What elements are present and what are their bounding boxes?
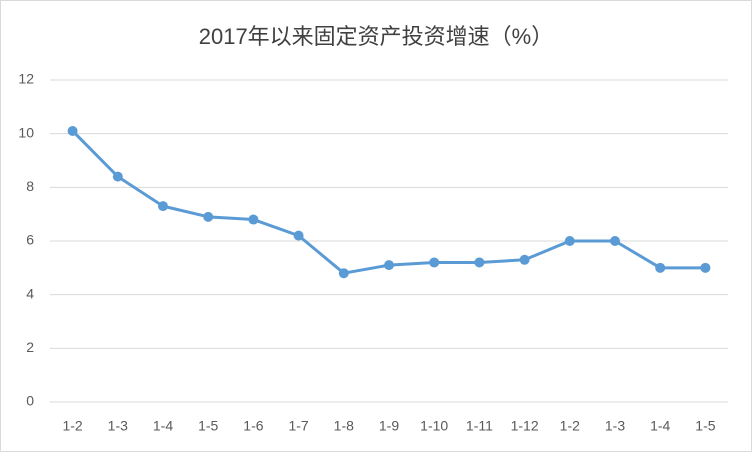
chart-title: 2017年以来固定资产投资增速（%） [199,24,554,49]
data-point [610,236,620,246]
y-tick-label: 0 [26,393,34,409]
y-tick-label: 6 [26,232,34,248]
x-tick-label: 1-12 [511,418,539,434]
data-point [519,254,530,265]
x-tick-label: 1-8 [334,418,354,434]
x-tick-label: 1-4 [650,418,670,434]
x-tick-label: 1-4 [153,418,173,434]
data-point [384,260,394,271]
data-point [293,230,304,241]
data-point [429,257,440,268]
data-point [158,201,168,212]
x-tick-label: 1-3 [108,418,128,434]
x-tick-label: 1-2 [62,418,82,434]
y-tick-label: 8 [26,178,34,194]
x-tick-label: 1-5 [695,418,715,434]
x-tick-label: 1-5 [198,418,218,434]
data-point [338,268,349,279]
y-tick-label: 4 [26,285,34,301]
y-tick-label: 12 [18,71,34,87]
x-tick-label: 1-7 [288,418,308,434]
data-point [564,236,575,246]
data-point [67,125,78,136]
x-tick-label: 1-11 [466,418,493,434]
data-point [112,171,123,182]
x-tick-label: 1-2 [560,418,580,434]
data-point [655,262,666,273]
y-tick-label: 10 [18,124,34,140]
x-tick-label: 1-3 [605,418,625,434]
data-point [203,211,214,222]
data-point [248,214,259,225]
x-tick-label: 1-6 [243,418,263,434]
data-point [700,262,711,273]
x-tick-label: 1-10 [420,418,448,434]
y-tick-label: 2 [26,339,34,355]
x-tick-label: 1-9 [379,418,399,434]
data-point [474,257,485,268]
